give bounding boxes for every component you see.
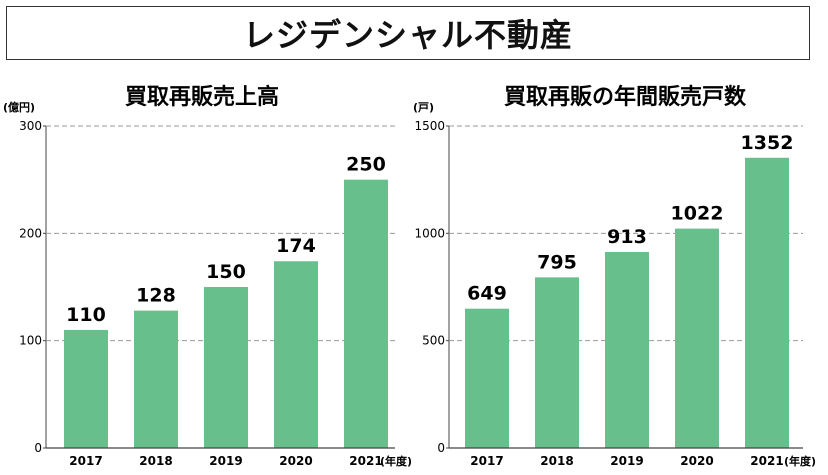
y-tick-label: 0 — [34, 441, 42, 455]
value-labels: 110 128 150 174 250 — [66, 154, 386, 326]
x-tick-label: 2018 — [139, 454, 172, 468]
x-tick-label: 2017 — [69, 454, 102, 468]
title-box: レジデンシャル不動産 — [6, 6, 810, 60]
value-label: 110 — [66, 304, 106, 326]
value-label: 649 — [467, 283, 507, 305]
y-tick-label: 1500 — [414, 119, 445, 133]
value-label: 795 — [537, 251, 577, 273]
bar — [535, 277, 579, 448]
x-tick-label: 2021 — [750, 454, 783, 468]
x-unit-label: (年度) — [784, 454, 816, 468]
y-tick-label: 500 — [422, 334, 445, 348]
value-label: 174 — [276, 235, 316, 257]
x-axis: 2017 2018 2019 2020 2021 — [46, 447, 395, 468]
value-label: 128 — [136, 285, 176, 307]
bar — [204, 287, 248, 448]
bar — [465, 308, 509, 448]
bar — [134, 310, 178, 448]
value-label: 150 — [206, 261, 246, 283]
x-tick-label: 2020 — [680, 454, 713, 468]
value-label: 250 — [346, 154, 386, 176]
value-label: 1352 — [741, 132, 794, 154]
y-unit-label: (戸) — [413, 101, 434, 114]
y-tick-label: 0 — [437, 441, 445, 455]
x-axis: 2017 2018 2019 2020 2021 — [449, 447, 803, 468]
y-unit-label: (億円) — [3, 100, 35, 114]
value-label: 1022 — [671, 203, 724, 225]
x-unit-label: (年度) — [380, 454, 412, 468]
bar — [745, 157, 789, 448]
bar — [344, 179, 388, 448]
bar — [274, 261, 318, 448]
page-title: レジデンシャル不動産 — [242, 16, 573, 54]
bars — [64, 179, 388, 448]
y-tick-label: 1000 — [414, 226, 445, 240]
x-tick-label: 2018 — [540, 454, 573, 468]
x-tick-label: 2020 — [279, 454, 312, 468]
y-tick-label: 300 — [19, 119, 42, 133]
value-label: 913 — [607, 226, 647, 248]
y-axis: 0 500 1000 1500 — [414, 119, 450, 455]
chart-units: 買取再販の年間販売戸数 (戸) 0 500 1000 1500 649 795 913 10… — [413, 84, 816, 468]
bar — [64, 329, 108, 448]
bars — [465, 157, 789, 448]
y-tick-label: 200 — [19, 226, 42, 240]
y-axis: 0 100 200 300 — [19, 119, 47, 455]
y-tick-label: 100 — [19, 334, 42, 348]
chart-title: 買取再販売上高 — [125, 84, 279, 110]
bar — [605, 252, 649, 448]
x-tick-label: 2019 — [610, 454, 643, 468]
x-tick-label: 2021 — [349, 454, 382, 468]
x-tick-label: 2019 — [209, 454, 242, 468]
x-tick-label: 2017 — [470, 454, 503, 468]
value-labels: 649 795 913 1022 1352 — [467, 132, 793, 305]
bar — [675, 228, 719, 448]
chart-title: 買取再販の年間販売戸数 — [504, 84, 747, 110]
